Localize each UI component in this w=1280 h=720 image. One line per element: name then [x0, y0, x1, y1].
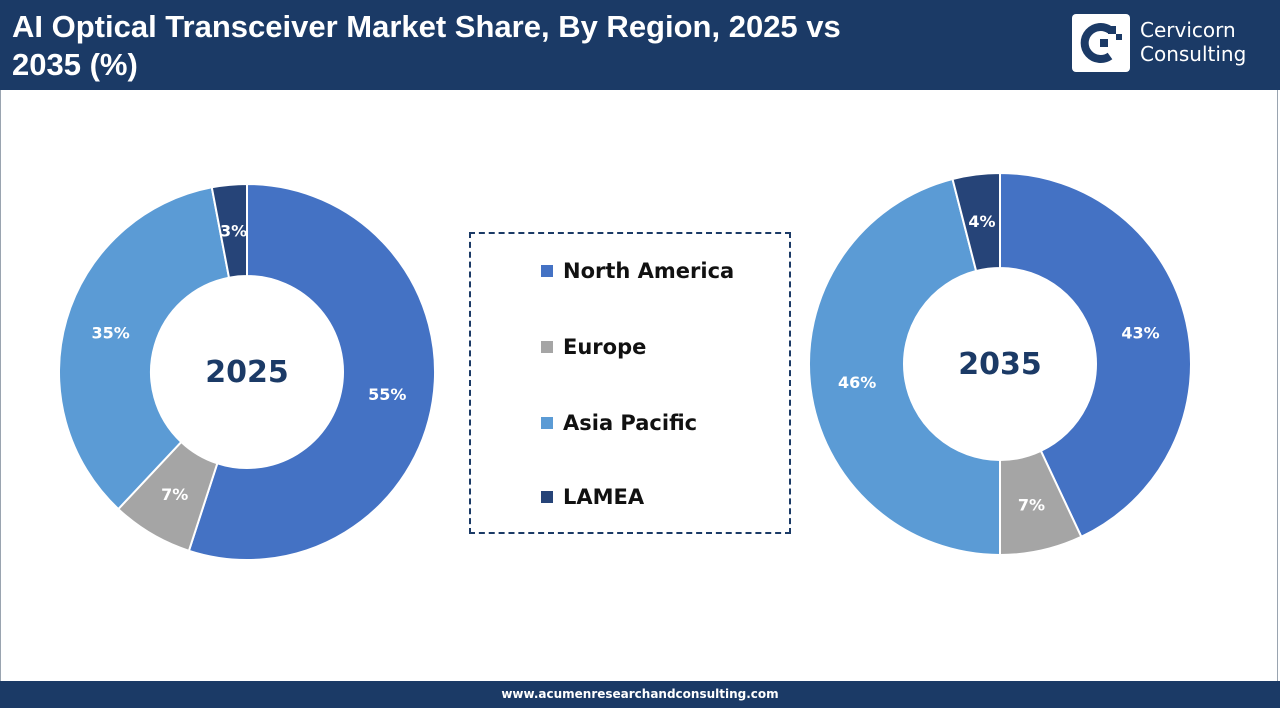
brand-line-2: Consulting [1140, 42, 1247, 66]
donut-slice-north-america [187, 182, 436, 561]
donut-slice-asia-pacific [58, 186, 231, 511]
slice-value-label: 3% [220, 222, 247, 241]
legend-swatch [541, 341, 553, 353]
donut-center-label: 2025 [205, 355, 289, 390]
donut-slice-lamea [951, 171, 1001, 273]
legend-item: Asia Pacific [541, 410, 697, 436]
slice-value-label: 43% [1121, 324, 1159, 343]
donut-slice-asia-pacific [808, 177, 1001, 557]
slice-value-label: 55% [368, 385, 406, 404]
legend-item: LAMEA [541, 484, 644, 510]
slice-value-label: 46% [838, 373, 876, 392]
logo-icon [1072, 14, 1130, 72]
donut-center-label: 2035 [958, 347, 1042, 382]
legend: North America Europe Asia Pacific LAMEA [469, 232, 791, 534]
chart-title: AI Optical Transceiver Market Share, By … [12, 9, 841, 82]
footer-url: www.acumenresearchandconsulting.com [501, 687, 779, 701]
slice-value-label: 35% [91, 323, 129, 342]
slice-value-label: 7% [161, 485, 188, 504]
legend-label: North America [563, 259, 735, 283]
bottom-strip [0, 708, 1280, 720]
chart-frame [0, 90, 1278, 681]
legend-label: Asia Pacific [563, 411, 698, 435]
brand-logo: Cervicorn Consulting [1072, 14, 1272, 72]
brand-line-1: Cervicorn [1140, 18, 1236, 42]
slice-value-label: 4% [968, 212, 995, 231]
donut-slice-lamea [210, 182, 248, 279]
legend-label: Europe [563, 335, 647, 359]
header-bar: AI Optical Transceiver Market Share, By … [0, 0, 1280, 90]
brand-name: Cervicorn Consulting [1140, 18, 1246, 66]
legend-item: Europe [541, 334, 646, 360]
donut-slice-north-america [999, 171, 1192, 539]
legend-label: LAMEA [563, 485, 645, 509]
legend-swatch [541, 491, 553, 503]
footer-bar: www.acumenresearchandconsulting.com [0, 681, 1280, 708]
legend-swatch [541, 265, 553, 277]
slice-value-label: 7% [1018, 496, 1045, 515]
legend-item: North America [541, 258, 734, 284]
legend-swatch [541, 417, 553, 429]
